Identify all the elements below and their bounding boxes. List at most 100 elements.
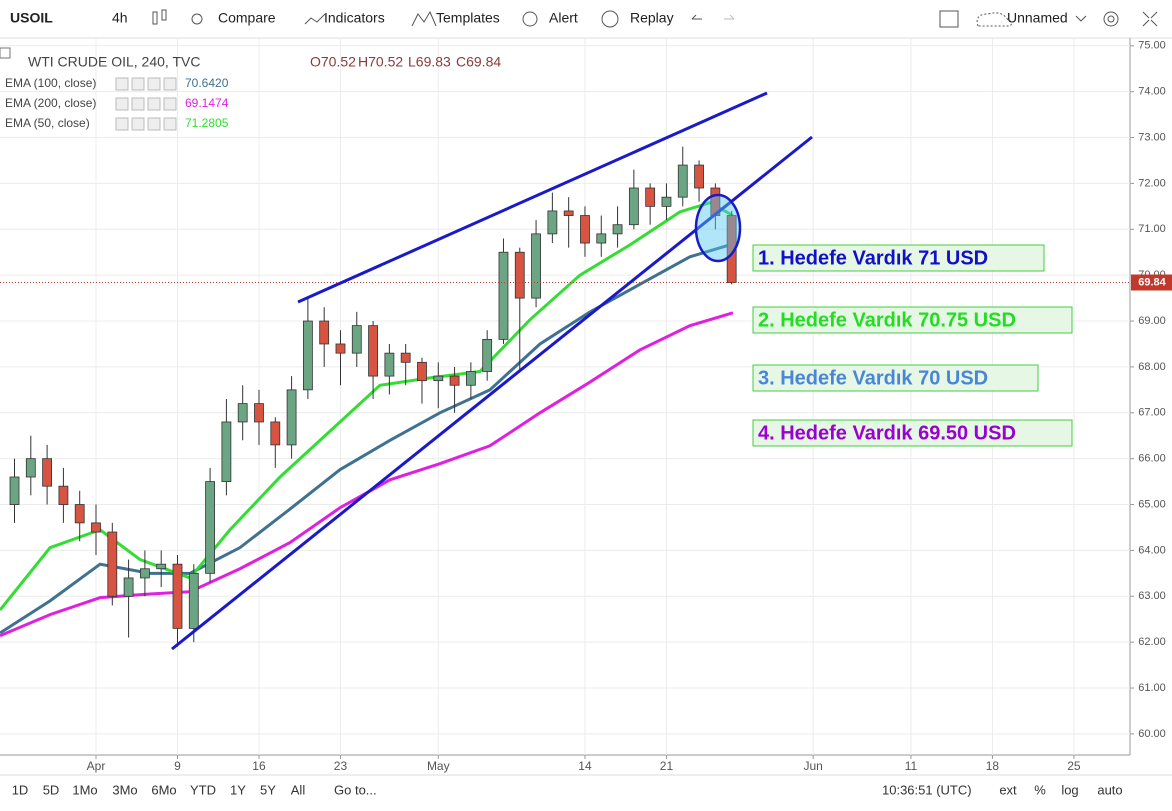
range-button[interactable]: 3Mo — [112, 782, 137, 797]
range-button[interactable]: 1Mo — [72, 782, 97, 797]
candle-body — [596, 233, 607, 244]
candle-body — [172, 563, 183, 629]
candle-body — [335, 343, 346, 354]
legend-value: 70.6420 — [185, 76, 229, 90]
x-tick-label: 11 — [905, 759, 918, 773]
y-tick-label: 63.00 — [1138, 590, 1166, 602]
scale-option[interactable]: ext — [999, 782, 1017, 797]
legend-ohlc: L69.83 — [408, 54, 451, 70]
legend-ohlc: H70.52 — [358, 54, 403, 70]
annotation-box — [752, 419, 1073, 447]
highlight-ellipse — [694, 193, 742, 263]
y-tick-label: 64.00 — [1138, 544, 1166, 556]
candle-body — [661, 196, 672, 207]
toolbar-button[interactable]: Replay — [630, 10, 674, 26]
grid: 60.00 61.00 62.00 63.00 64.00 65.00 66.00 67.00… — [0, 38, 1166, 773]
x-tick-label: Jun — [803, 759, 822, 773]
legend-value: 69.1474 — [185, 96, 229, 110]
y-tick-label: 71.00 — [1138, 223, 1166, 235]
legend-icon — [147, 117, 161, 131]
last-price-tag — [1131, 274, 1172, 291]
toolbar-button[interactable]: Alert — [549, 10, 578, 26]
range-button[interactable]: 1D — [12, 782, 29, 797]
goto-button[interactable]: Go to... — [334, 782, 377, 797]
legend-ohlc: O70.52 — [310, 54, 356, 70]
range-button[interactable]: YTD — [190, 782, 216, 797]
candle-body — [368, 325, 378, 377]
collapse-icon[interactable] — [0, 47, 11, 59]
candle-body — [221, 421, 232, 482]
plot — [0, 146, 1130, 647]
x-tick-label: Apr — [87, 759, 106, 773]
annotation-box — [752, 244, 1045, 272]
legend-icon — [163, 77, 177, 91]
legend-icon — [115, 77, 129, 91]
candle-body — [547, 210, 558, 235]
symbol[interactable]: USOIL — [10, 10, 53, 26]
toolbar-button[interactable]: Templates — [436, 10, 500, 26]
x-tick-label: 9 — [174, 759, 181, 773]
legend-icon — [163, 117, 177, 131]
candle-body — [58, 485, 69, 505]
toolbar-button[interactable]: Indicators — [324, 10, 385, 26]
candle-body — [351, 325, 362, 354]
candle-body — [302, 320, 313, 391]
last-price-label: 69.84 — [1138, 276, 1166, 288]
range-button[interactable]: 1Y — [230, 782, 246, 797]
toolbar-button[interactable]: Compare — [218, 10, 276, 26]
candle-body — [612, 224, 623, 235]
candle-body — [628, 187, 639, 226]
legend-icon — [131, 97, 145, 111]
range-button[interactable]: All — [291, 782, 306, 797]
candle-body — [645, 187, 656, 207]
scale-option[interactable]: auto — [1097, 782, 1122, 797]
candle-body — [563, 210, 574, 216]
candle-body — [417, 361, 427, 382]
candle-body — [9, 476, 20, 505]
annotation-text: 1. Hedefe Vardık 71 USD — [758, 247, 988, 269]
range-button[interactable]: 5Y — [260, 782, 276, 797]
ema-line — [0, 201, 734, 611]
y-tick-label: 60.00 — [1138, 728, 1166, 740]
clock: 10:36:51 (UTC) — [882, 782, 972, 797]
candle-body — [531, 233, 541, 299]
candle-body — [384, 352, 395, 377]
candle-body — [677, 164, 688, 198]
annotation-box — [752, 364, 1039, 392]
y-tick-label: 69.00 — [1138, 315, 1166, 327]
annotation-text: 4. Hedefe Vardık 69.50 USD — [758, 422, 1016, 444]
annotation-box — [752, 306, 1073, 334]
interval[interactable]: 4h — [112, 10, 128, 26]
layout-name[interactable]: Unnamed — [1007, 10, 1068, 26]
candle-body — [107, 531, 118, 597]
y-tick-label: 75.00 — [1138, 40, 1166, 52]
candle-body — [319, 320, 330, 345]
candle-body — [205, 481, 215, 574]
candle-body — [139, 568, 150, 579]
y-tick-label: 72.00 — [1138, 177, 1166, 189]
scale-option[interactable]: % — [1034, 782, 1046, 797]
bottom-bar: 1D 5D 1Mo 3Mo 6Mo YTD 1Y 5Y All Go to... 10:36:51 … — [12, 782, 1123, 797]
legend-name: EMA (200, close) — [5, 96, 96, 110]
trend-line — [297, 91, 768, 304]
y-tick-label: 74.00 — [1138, 86, 1166, 98]
candle-body — [433, 375, 444, 382]
range-button[interactable]: 6Mo — [151, 782, 176, 797]
y-tick-label: 62.00 — [1138, 636, 1166, 648]
candle-body — [580, 215, 590, 244]
y-tick-label: 65.00 — [1138, 498, 1166, 510]
candle-body — [270, 421, 281, 446]
candle-body — [694, 164, 704, 189]
scale-option[interactable]: log — [1061, 782, 1078, 797]
x-tick-label: 14 — [578, 759, 592, 773]
legend-value: 71.2805 — [185, 116, 229, 130]
legend: EMA (100, close) 70.6420 EMA (200, close) 6… — [5, 76, 229, 131]
y-tick-label: 68.00 — [1138, 361, 1166, 373]
range-button[interactable]: 5D — [43, 782, 60, 797]
candle-body — [254, 403, 264, 423]
candle-body — [286, 389, 297, 446]
trend-line — [171, 135, 813, 651]
legend-icon — [147, 97, 161, 111]
candle-body — [188, 572, 199, 629]
